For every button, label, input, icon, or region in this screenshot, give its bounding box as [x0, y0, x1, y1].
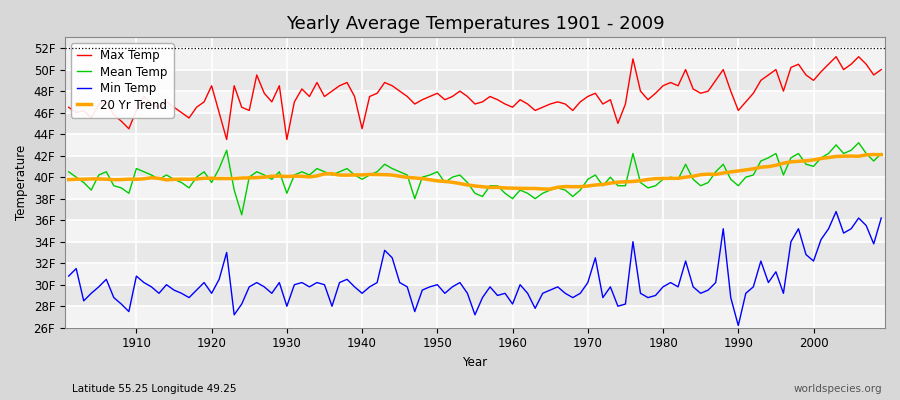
20 Yr Trend — [508, 186, 518, 190]
Mean Temp — [853, 140, 864, 145]
Max Temp — [515, 97, 526, 102]
Max Temp — [605, 97, 616, 102]
Min Temp — [508, 302, 518, 306]
Min Temp — [63, 274, 74, 278]
Min Temp — [123, 309, 134, 314]
Min Temp — [598, 295, 608, 300]
Bar — [65, 220, 885, 242]
Max Temp — [63, 105, 74, 110]
Max Temp — [508, 105, 518, 110]
Mean Temp — [237, 212, 248, 217]
Min Temp — [733, 323, 743, 328]
20 Yr Trend — [289, 174, 300, 178]
Text: Latitude 55.25 Longitude 49.25: Latitude 55.25 Longitude 49.25 — [72, 384, 237, 394]
20 Yr Trend — [63, 177, 74, 182]
Mean Temp — [515, 188, 526, 192]
Line: Max Temp: Max Temp — [68, 57, 881, 140]
20 Yr Trend — [868, 152, 879, 157]
20 Yr Trend — [544, 187, 555, 192]
Max Temp — [296, 86, 307, 91]
Bar — [65, 91, 885, 113]
Bar — [65, 48, 885, 70]
20 Yr Trend — [500, 186, 510, 190]
Max Temp — [876, 67, 886, 72]
Mean Temp — [605, 175, 616, 180]
Min Temp — [289, 282, 300, 287]
Max Temp — [342, 80, 353, 85]
Bar — [65, 306, 885, 328]
Line: Mean Temp: Mean Temp — [68, 143, 881, 215]
Max Temp — [123, 126, 134, 131]
Bar — [65, 177, 885, 199]
Line: Min Temp: Min Temp — [68, 212, 881, 326]
Y-axis label: Temperature: Temperature — [15, 145, 28, 220]
Mean Temp — [123, 191, 134, 196]
Min Temp — [876, 216, 886, 220]
X-axis label: Year: Year — [463, 356, 488, 369]
20 Yr Trend — [605, 181, 616, 186]
Max Temp — [221, 137, 232, 142]
Min Temp — [500, 291, 510, 296]
Legend: Max Temp, Mean Temp, Min Temp, 20 Yr Trend: Max Temp, Mean Temp, Min Temp, 20 Yr Tre… — [71, 43, 174, 118]
Mean Temp — [296, 169, 307, 174]
Bar — [65, 263, 885, 285]
20 Yr Trend — [876, 152, 886, 157]
Min Temp — [334, 280, 345, 285]
20 Yr Trend — [123, 177, 134, 182]
Max Temp — [831, 54, 842, 59]
Text: worldspecies.org: worldspecies.org — [794, 384, 882, 394]
Title: Yearly Average Temperatures 1901 - 2009: Yearly Average Temperatures 1901 - 2009 — [285, 15, 664, 33]
Mean Temp — [342, 166, 353, 171]
Min Temp — [831, 209, 842, 214]
Bar — [65, 134, 885, 156]
Mean Temp — [876, 151, 886, 156]
Mean Temp — [508, 196, 518, 201]
Line: 20 Yr Trend: 20 Yr Trend — [68, 154, 881, 189]
20 Yr Trend — [334, 173, 345, 178]
Mean Temp — [63, 169, 74, 174]
